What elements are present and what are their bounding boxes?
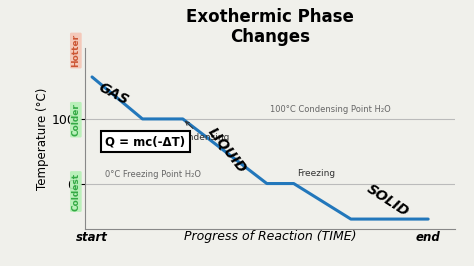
Text: LIQUID: LIQUID — [204, 124, 248, 175]
Text: Q = mc(-ΔT): Q = mc(-ΔT) — [106, 135, 186, 148]
Text: end: end — [416, 231, 440, 244]
Text: 100°C Condensing Point H₂O: 100°C Condensing Point H₂O — [270, 105, 391, 114]
Y-axis label: Temperature (°C): Temperature (°C) — [36, 87, 49, 189]
Text: 0°C Freezing Point H₂O: 0°C Freezing Point H₂O — [106, 170, 201, 179]
Text: Colder: Colder — [72, 103, 80, 136]
Text: Coldest: Coldest — [72, 172, 80, 211]
Title: Exothermic Phase
Changes: Exothermic Phase Changes — [186, 7, 354, 46]
Text: Freezing: Freezing — [297, 169, 335, 178]
X-axis label: Progress of Reaction (TIME): Progress of Reaction (TIME) — [184, 230, 356, 243]
Text: start: start — [76, 231, 108, 244]
Text: Condensing: Condensing — [176, 122, 229, 142]
Text: Hotter: Hotter — [72, 34, 80, 67]
Text: GAS: GAS — [96, 81, 131, 108]
Text: SOLID: SOLID — [364, 182, 411, 220]
